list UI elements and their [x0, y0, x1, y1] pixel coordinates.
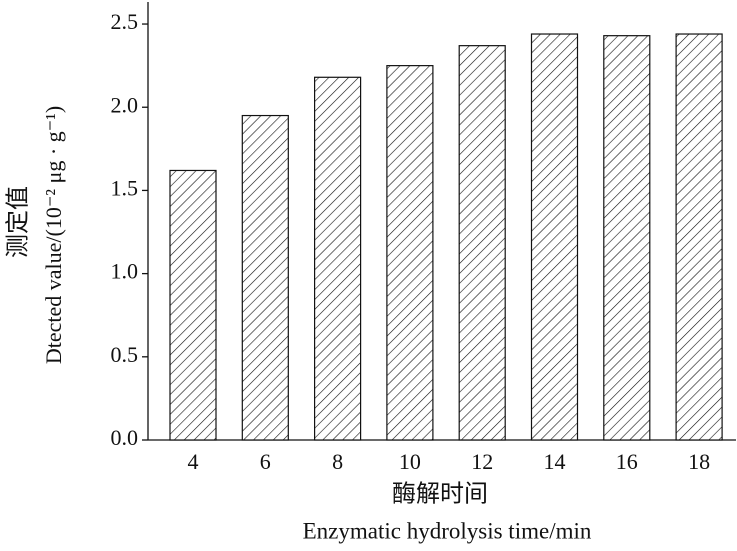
x-tick-label: 12 [471, 449, 493, 474]
bar [530, 33, 579, 441]
bar [169, 169, 217, 441]
x-axis-label: Enzymatic hydrolysis time/min [303, 518, 592, 543]
bar [314, 76, 362, 441]
bar [675, 33, 723, 441]
x-tick-label: 6 [260, 449, 271, 474]
y-tick-label: 2.0 [111, 92, 139, 117]
x-tick-label: 10 [399, 449, 421, 474]
x-tick-label: 8 [332, 449, 343, 474]
bar [241, 114, 289, 441]
y-axis-label-cn: 测定值 [5, 186, 32, 258]
x-tick-label: 16 [616, 449, 638, 474]
x-axis-label-cn: 酶解时间 [392, 481, 488, 508]
y-tick-label: 0.0 [111, 425, 139, 450]
y-axis-label: Dtected value/(10⁻² μg · g⁻¹) [41, 106, 66, 364]
x-tick-label: 14 [544, 449, 566, 474]
bar [603, 35, 651, 441]
x-tick-label: 4 [188, 449, 199, 474]
bar [386, 65, 434, 441]
bar [458, 45, 506, 441]
x-tick-label: 18 [688, 449, 710, 474]
y-tick-label: 0.5 [111, 342, 139, 367]
y-tick-label: 1.5 [111, 175, 139, 200]
y-tick-label: 1.0 [111, 259, 139, 284]
y-tick-label: 2.5 [111, 9, 139, 34]
